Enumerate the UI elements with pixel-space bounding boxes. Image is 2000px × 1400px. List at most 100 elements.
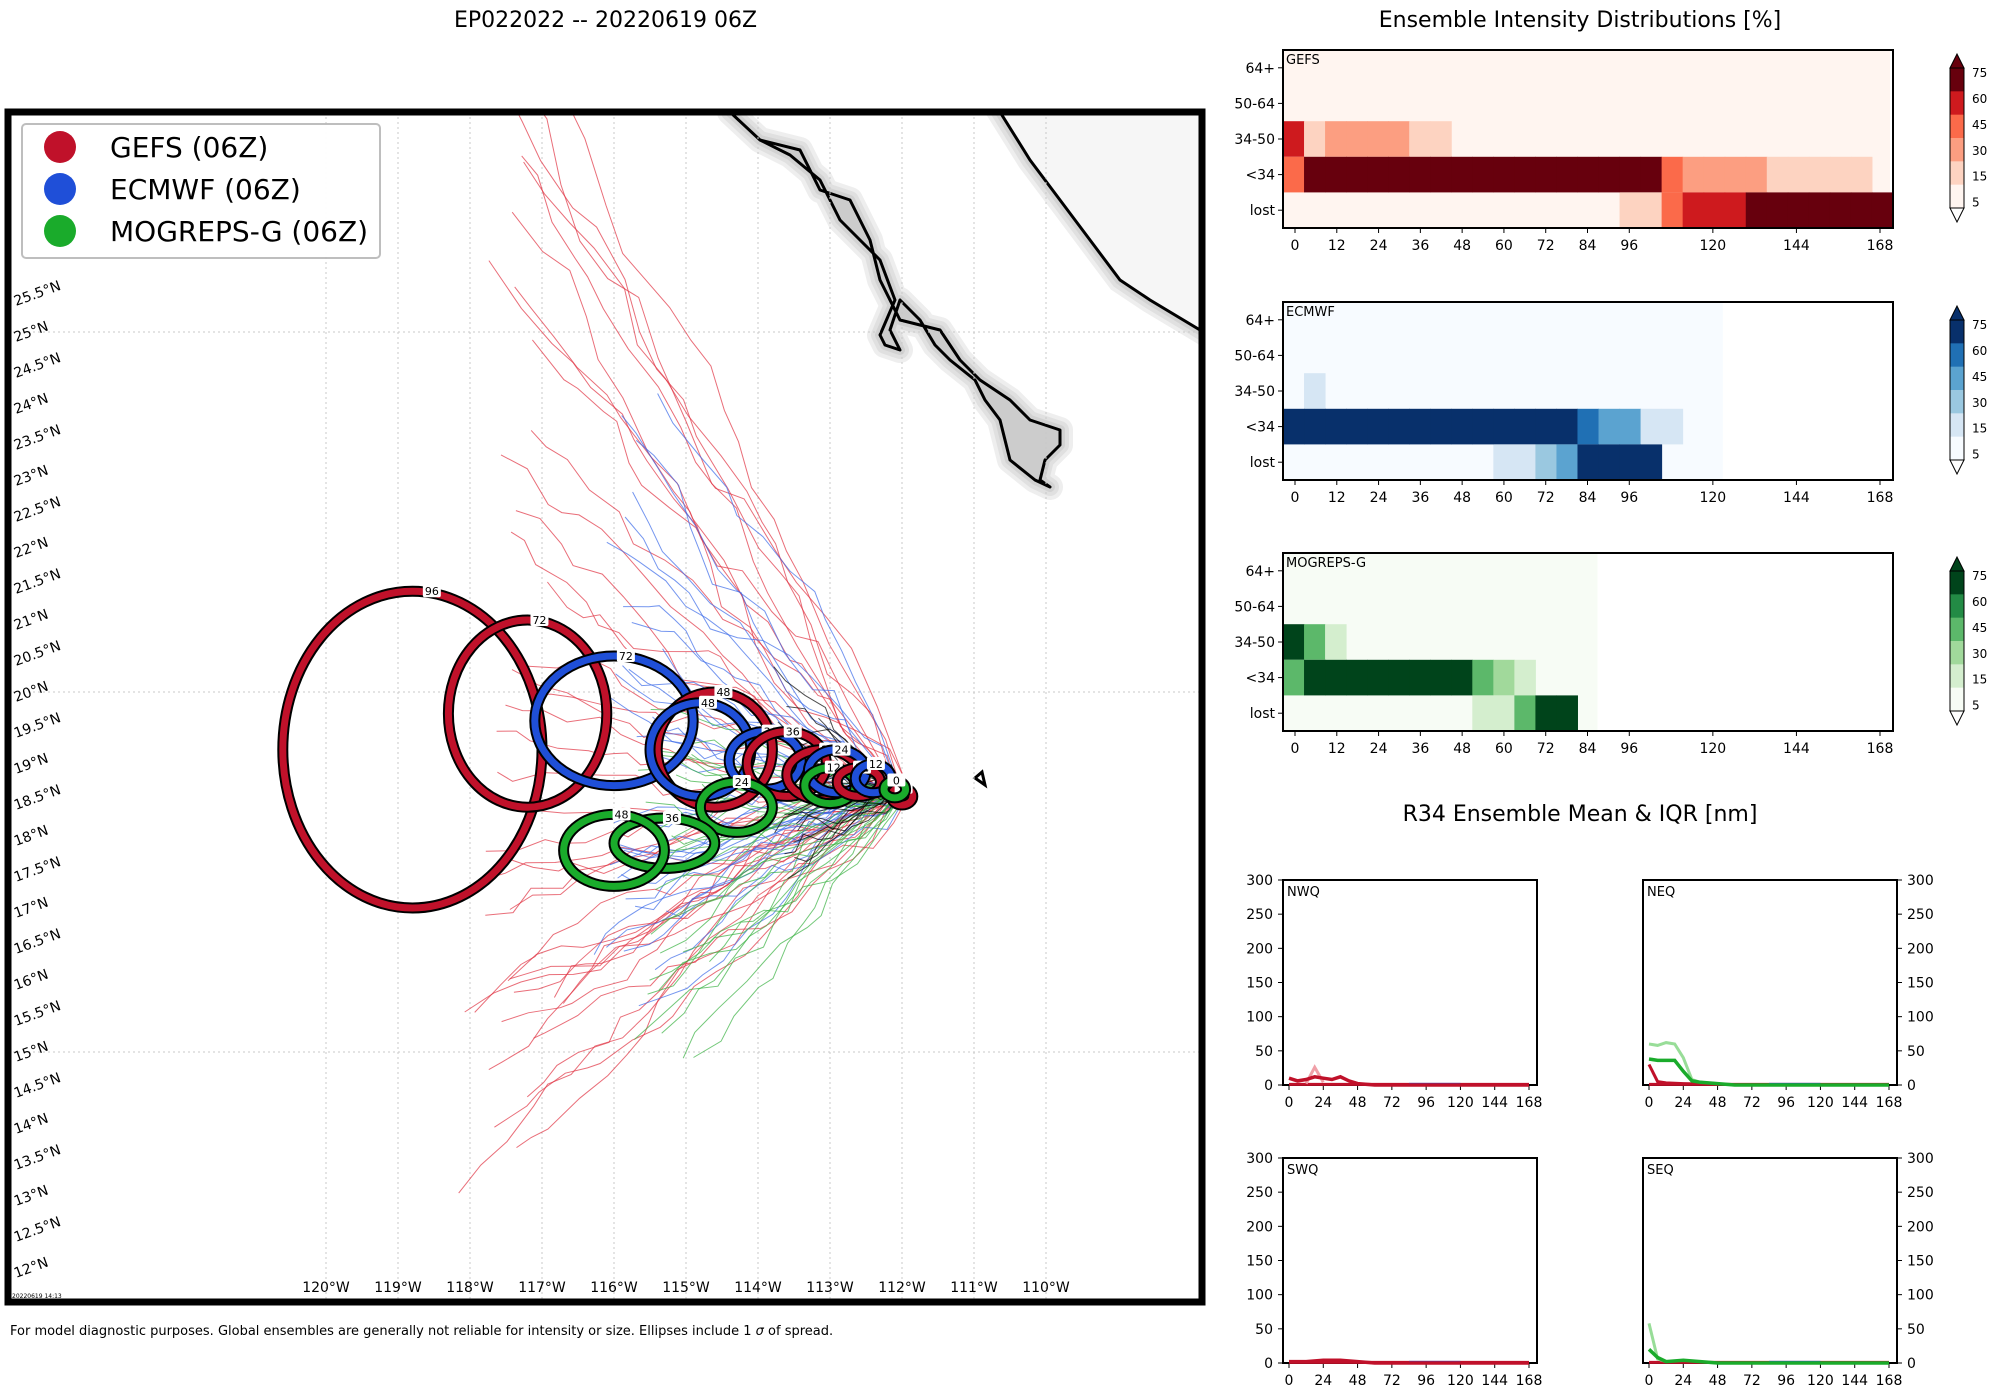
- legend-marker: [44, 215, 76, 247]
- intensity-cell: [1325, 408, 1347, 445]
- r34-x-label: 24: [1314, 1373, 1332, 1389]
- lon-label: 116°W: [590, 1280, 638, 1296]
- intensity-cell: [1367, 408, 1389, 445]
- intensity-x-label: 48: [1453, 741, 1471, 757]
- footnote-sigma: σ: [755, 1324, 764, 1339]
- ensemble-track: [787, 789, 897, 880]
- intensity-cell: [1598, 444, 1621, 480]
- r34-quadrant-name: SEQ: [1647, 1163, 1674, 1178]
- r34-quadrant-name: SWQ: [1287, 1163, 1318, 1178]
- island: [972, 769, 988, 789]
- intensity-x-label: 144: [1783, 741, 1810, 757]
- intensity-cell: [1640, 408, 1663, 445]
- colorbar-label: 45: [1972, 621, 1987, 635]
- intensity-cell: [1472, 156, 1494, 193]
- ellipse-label-bg: [616, 649, 635, 662]
- intensity-cell: [1556, 444, 1578, 480]
- intensity-cell: [1409, 659, 1431, 696]
- intensity-cell: [1367, 156, 1389, 193]
- r34-x-label: 48: [1709, 1095, 1727, 1111]
- intensity-cell: [1514, 408, 1536, 445]
- ensemble-track: [634, 790, 898, 1040]
- ellipse-label-bg: [422, 584, 441, 598]
- r34-y-label: 50: [1907, 1044, 1925, 1060]
- intensity-x-label: 12: [1328, 490, 1346, 506]
- r34-mean-line: [1289, 1358, 1529, 1365]
- footnote-text-2: of spread.: [763, 1324, 834, 1339]
- r34-x-label: 96: [1417, 1095, 1435, 1111]
- intensity-cell: [1493, 156, 1515, 193]
- intensity-row-label: 50-64: [1234, 599, 1275, 615]
- intensity-cell: [1304, 408, 1326, 445]
- ensemble-track: [638, 791, 911, 1007]
- intensity-x-label: 24: [1370, 490, 1388, 506]
- colorbar-frame: [1949, 570, 1965, 712]
- r34-y-label: 100: [1907, 1288, 1934, 1304]
- intensity-cell: [1367, 659, 1389, 696]
- intensity-panels: 64+ 50-64 34-50 <34 lost GEFS 0 12 24 36 48 60 72 84 9…: [1234, 49, 1987, 757]
- r34-x-label: 0: [1645, 1095, 1654, 1111]
- intensity-cell: [1283, 156, 1305, 193]
- ensemble-track: [635, 794, 904, 911]
- ellipse-gefs-72: [444, 616, 611, 811]
- r34-x-label: 72: [1383, 1373, 1401, 1389]
- intensity-cell: [1388, 156, 1410, 193]
- ellipse-hour-label: 24: [735, 776, 749, 789]
- colorbar-segment: [1950, 138, 1964, 162]
- r34-x-label: 72: [1383, 1095, 1401, 1111]
- ensemble-track: [655, 788, 912, 891]
- r34-title: R34 Ensemble Mean & IQR [nm]: [1402, 802, 1758, 827]
- lon-label: 115°W: [662, 1280, 710, 1296]
- intensity-x-label: 36: [1411, 490, 1429, 506]
- r34-panel-swq: SWQ 0 50 100 150 200 250 300 0 24 48 72 96 120 144 168: [1246, 1151, 1542, 1389]
- colorbar-label: 5: [1972, 448, 1980, 462]
- ellipse-hour-label: 48: [615, 808, 629, 821]
- map-title: EP022022 -- 20220619 06Z: [453, 8, 758, 33]
- intensity-cell: [1409, 121, 1431, 157]
- ellipse-hour-label: 36: [665, 812, 679, 825]
- intensity-cell: [1451, 156, 1473, 193]
- legend-box: [21, 123, 381, 259]
- ensemble-track: [532, 339, 897, 797]
- intensity-cell: [1745, 192, 1768, 228]
- intensity-cell: [1724, 192, 1747, 228]
- colorbar-segment: [1950, 320, 1964, 344]
- intensity-x-label: 24: [1370, 238, 1388, 254]
- colorbar-segment: [1950, 436, 1964, 461]
- intensity-cell: [1451, 408, 1473, 445]
- intensity-cell: [1619, 192, 1642, 228]
- r34-y-label: 300: [1246, 1151, 1273, 1167]
- intensity-cell: [1808, 156, 1831, 193]
- intensity-cell: [1682, 192, 1705, 228]
- legend: GEFS (06Z) ECMWF (06Z) MOGREPS-G (06Z): [21, 123, 381, 259]
- colorbar-top-arrow: [1949, 304, 1965, 321]
- intensity-cell: [1535, 408, 1557, 445]
- ensemble-track: [659, 790, 905, 954]
- intensity-cell: [1850, 156, 1873, 193]
- lon-label: 111°W: [950, 1280, 998, 1296]
- colorbar-label: 30: [1972, 647, 1987, 661]
- colorbar-label: 30: [1972, 144, 1987, 158]
- intensity-row-label: 64+: [1245, 313, 1275, 329]
- intensity-cell: [1325, 659, 1347, 696]
- r34-mean-line: [1288, 1074, 1529, 1087]
- ellipse-label-bg: [732, 775, 751, 788]
- ellipse-hour-label: 48: [716, 686, 730, 699]
- intensity-cell: [1661, 408, 1684, 445]
- intensity-cell: [1598, 408, 1621, 445]
- intensity-x-label: 72: [1537, 238, 1555, 254]
- ensemble-track: [649, 792, 899, 981]
- colorbar-label: 75: [1972, 66, 1987, 80]
- colorbar-segment: [1950, 161, 1964, 186]
- intensity-row-label: 34-50: [1234, 635, 1275, 651]
- r34-x-label: 168: [1516, 1373, 1543, 1389]
- intensity-cell: [1535, 156, 1557, 193]
- r34-y-label: 200: [1246, 941, 1273, 957]
- intensity-x-label: 84: [1579, 238, 1597, 254]
- ensemble-track: [657, 393, 906, 792]
- intensity-cell: [1388, 659, 1410, 696]
- r34-x-label: 144: [1481, 1373, 1508, 1389]
- r34-frame: [1642, 1157, 1898, 1364]
- ensemble-track: [623, 793, 912, 952]
